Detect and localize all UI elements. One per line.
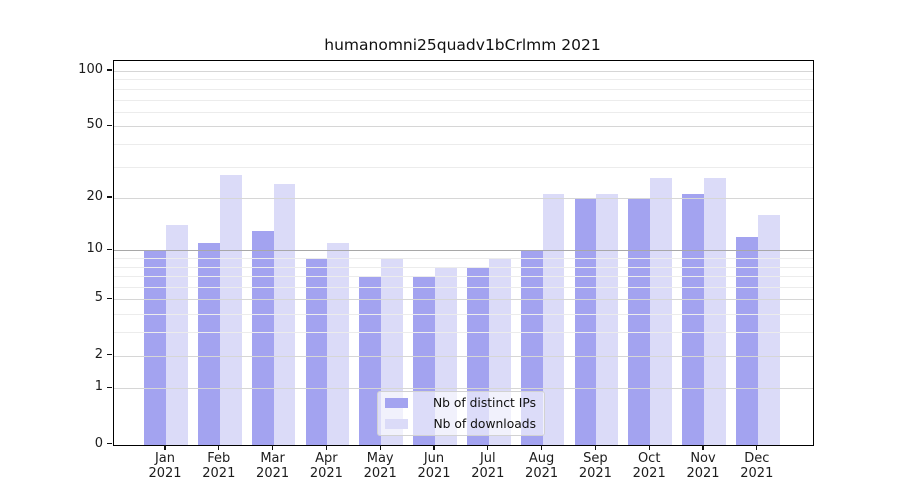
major-gridline <box>114 198 813 200</box>
legend-swatch-distinct-ips <box>385 398 408 408</box>
minor-gridline <box>114 79 813 81</box>
x-tick-mark <box>540 444 543 450</box>
major-gridline <box>114 388 813 390</box>
bar-distinct-ips-nov <box>682 194 704 445</box>
legend: Nb of distinct IPs Nb of downloads <box>377 391 545 436</box>
y-tick-mark <box>107 442 112 445</box>
x-tick-label-apr: Apr 2021 <box>309 450 343 482</box>
y-tick-mark <box>107 196 112 198</box>
minor-gridline <box>114 332 813 334</box>
bar-distinct-ips-jan <box>144 250 166 445</box>
legend-item-downloads: Nb of downloads <box>385 415 536 433</box>
minor-gridline <box>114 314 813 316</box>
bar-distinct-ips-sep <box>574 198 597 445</box>
major-gridline <box>114 250 813 252</box>
y-tick-mark <box>107 297 112 300</box>
x-tick-label-may: May 2021 <box>363 450 397 482</box>
legend-label-distinct-ips: Nb of distinct IPs <box>432 396 536 410</box>
y-tick-mark <box>107 386 112 389</box>
x-tick-label-nov: Nov 2021 <box>686 450 720 482</box>
bar-distinct-ips-oct <box>628 198 651 445</box>
y-tick-label: 50 <box>86 117 103 133</box>
x-tick-label-feb: Feb 2021 <box>202 450 236 482</box>
x-tick-mark <box>325 444 328 450</box>
x-tick-label-jul: Jul 2021 <box>471 450 505 482</box>
bar-downloads-apr <box>327 243 350 445</box>
x-tick-mark <box>218 444 220 450</box>
minor-gridline <box>114 99 813 101</box>
minor-gridline <box>114 111 813 113</box>
major-gridline <box>114 355 813 357</box>
bar-downloads-aug <box>542 194 565 445</box>
x-tick-label-jan: Jan 2021 <box>148 450 182 482</box>
bar-distinct-ips-apr <box>305 258 328 445</box>
major-gridline <box>114 299 813 301</box>
x-tick-mark <box>433 444 435 450</box>
x-tick-mark <box>702 444 704 450</box>
x-tick-label-aug: Aug 2021 <box>525 450 559 482</box>
y-tick-label: 1 <box>94 379 103 395</box>
y-tick-mark <box>107 69 112 71</box>
x-tick-mark <box>756 444 758 450</box>
x-tick-label-mar: Mar 2021 <box>256 450 290 482</box>
major-gridline <box>114 126 813 128</box>
y-tick-mark <box>107 248 112 251</box>
bar-distinct-ips-mar <box>251 230 274 445</box>
y-tick-label: 100 <box>78 61 103 77</box>
x-tick-label-dec: Dec 2021 <box>740 450 774 482</box>
y-tick-label: 20 <box>86 189 103 205</box>
bar-distinct-ips-feb <box>198 243 220 445</box>
bar-downloads-jan <box>166 225 188 445</box>
bar-downloads-oct <box>650 177 672 445</box>
x-tick-mark <box>594 444 597 450</box>
legend-item-distinct-ips: Nb of distinct IPs <box>385 394 536 412</box>
y-tick-mark <box>107 353 112 356</box>
y-tick-label: 5 <box>94 290 103 306</box>
x-tick-mark <box>487 444 489 450</box>
legend-label-downloads: Nb of downloads <box>433 417 536 431</box>
bar-downloads-nov <box>704 177 726 445</box>
minor-gridline <box>114 143 813 145</box>
x-tick-mark <box>648 444 650 450</box>
x-tick-mark <box>379 444 381 450</box>
plot-area <box>113 60 814 446</box>
y-tick-label: 10 <box>86 241 103 257</box>
minor-gridline <box>114 266 813 268</box>
minor-gridline <box>114 276 813 278</box>
legend-swatch-downloads <box>385 419 408 429</box>
minor-gridline <box>114 88 813 90</box>
chart-title: humanomni25quadv1bCrlmm 2021 <box>324 36 601 54</box>
x-tick-label-sep: Sep 2021 <box>578 450 612 482</box>
y-tick-mark <box>107 124 112 126</box>
minor-gridline <box>114 258 813 260</box>
minor-gridline <box>114 287 813 289</box>
major-gridline <box>114 70 813 72</box>
bar-distinct-ips-dec <box>736 236 758 445</box>
bar-downloads-feb <box>219 174 242 445</box>
x-tick-mark <box>271 444 274 450</box>
bar-downloads-sep <box>596 194 619 445</box>
minor-gridline <box>114 166 813 168</box>
x-tick-label-jun: Jun 2021 <box>417 450 451 482</box>
x-tick-mark <box>164 444 166 450</box>
bar-distinct-ips-may <box>359 276 382 445</box>
bar-downloads-dec <box>757 215 780 445</box>
y-tick-label: 0 <box>94 435 103 451</box>
x-tick-label-oct: Oct 2021 <box>632 450 666 482</box>
y-tick-label: 2 <box>94 346 103 362</box>
